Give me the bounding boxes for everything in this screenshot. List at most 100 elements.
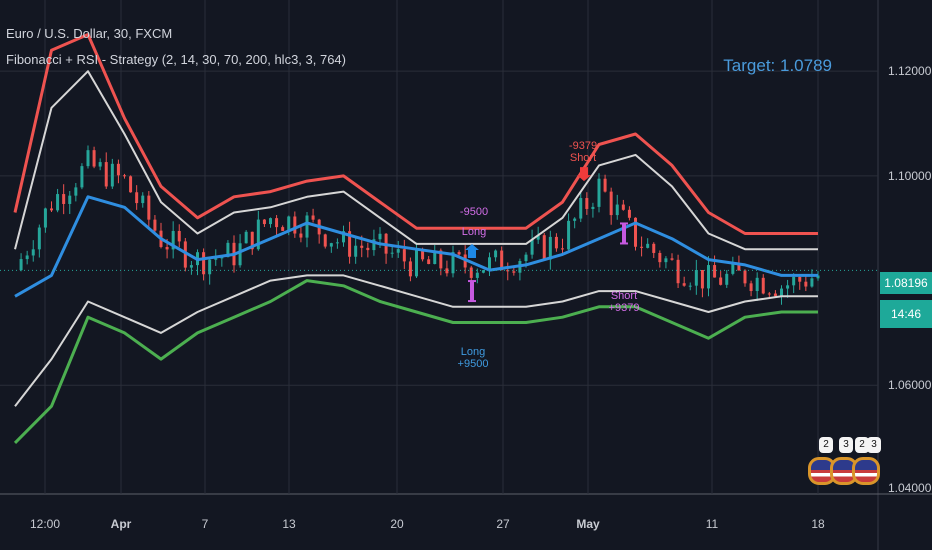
- candle-body: [183, 241, 187, 268]
- candle-body: [275, 218, 279, 228]
- time-tick-label: 13: [282, 517, 296, 531]
- candle-body: [262, 219, 266, 225]
- candle-body: [208, 259, 212, 275]
- exit-marker-icon: [470, 281, 474, 302]
- price-tick-label: 1.04000: [888, 481, 932, 495]
- time-tick-label: 11: [705, 517, 719, 531]
- upper-band-line: [13, 33, 818, 235]
- long-exit-label: Long: [460, 346, 486, 358]
- candle-body: [269, 218, 272, 225]
- candle-body: [591, 206, 595, 209]
- current-price-badge: 1.08196: [880, 272, 932, 294]
- symbol-title[interactable]: Euro / U.S. Dollar, 30, FXCM: [6, 26, 173, 41]
- candle-body: [147, 195, 151, 220]
- candle-body: [713, 265, 717, 278]
- candle-body: [402, 249, 406, 262]
- strategy-legend[interactable]: Fibonacci + RSI - Strategy (2, 14, 30, 7…: [6, 52, 346, 67]
- candle-body: [621, 204, 625, 210]
- candle-body: [494, 250, 498, 258]
- candle-body: [670, 258, 674, 260]
- candle-body: [293, 216, 297, 234]
- time-tick-label: 7: [201, 517, 209, 531]
- candle-body: [135, 192, 139, 204]
- candle-body: [250, 231, 254, 250]
- candle-body: [506, 270, 510, 272]
- candle-body: [567, 220, 571, 250]
- event-count-chip[interactable]: 2: [855, 437, 869, 453]
- exit-marker-icon: [622, 223, 626, 244]
- candle-body: [19, 259, 23, 271]
- candle-body: [585, 198, 589, 209]
- candle-body: [104, 162, 108, 187]
- candle-body: [165, 246, 169, 250]
- time-tick-label: 12:00: [29, 517, 61, 531]
- candle-body: [542, 235, 546, 260]
- candle-body: [110, 163, 114, 187]
- candle-body: [31, 249, 35, 256]
- news-events-group[interactable]: 2 3 2 3: [808, 437, 881, 493]
- candle-body: [129, 176, 133, 193]
- upper-inner-band-line: [14, 70, 818, 251]
- candle-body: [123, 175, 126, 177]
- candle-body: [475, 272, 479, 278]
- candle-body: [627, 209, 631, 218]
- candle-body: [415, 249, 418, 277]
- long-entry-value: -9500: [459, 206, 489, 218]
- candle-body: [25, 255, 29, 260]
- candle-body: [74, 187, 78, 196]
- candle-body: [749, 283, 753, 292]
- candle-body: [238, 243, 242, 266]
- event-count-chip[interactable]: 2: [819, 437, 833, 453]
- candle-body: [311, 215, 315, 220]
- time-tick-label: May: [576, 517, 600, 531]
- candle-body: [396, 249, 400, 253]
- candle-body: [433, 250, 437, 265]
- event-count-chip[interactable]: 3: [867, 437, 881, 453]
- candle-body: [652, 243, 656, 253]
- candle-body: [220, 257, 224, 259]
- candle-body: [816, 275, 820, 279]
- candle-body: [615, 204, 619, 216]
- candle-body: [177, 230, 181, 242]
- long-exit-value: +9500: [457, 358, 489, 370]
- candle-body: [451, 252, 455, 274]
- time-tick-label: 20: [390, 517, 404, 531]
- candle-body: [731, 262, 735, 274]
- candle-body: [500, 250, 504, 271]
- target-label: Target: 1.0789: [723, 56, 832, 75]
- candle-body: [488, 257, 491, 271]
- long-entry-label: Long: [461, 226, 487, 238]
- candle-body: [810, 278, 814, 287]
- candle-body: [153, 219, 157, 231]
- candle-body: [554, 236, 558, 249]
- candle-body: [457, 252, 461, 255]
- price-tick-label: 1.06000: [888, 378, 932, 393]
- short-entry-value: -9379: [568, 140, 598, 152]
- time-tick-label: 18: [811, 517, 825, 531]
- candle-body: [390, 252, 394, 254]
- candle-body: [360, 245, 364, 248]
- candle-body: [287, 216, 291, 231]
- candle-body: [372, 239, 376, 251]
- candle-body: [469, 267, 473, 278]
- us-flag-icon[interactable]: [852, 457, 880, 485]
- candle-body: [481, 270, 485, 273]
- candle-body: [755, 277, 759, 292]
- candle-body: [50, 208, 53, 211]
- price-tick-label: 1.10000: [888, 168, 932, 183]
- candle-body: [348, 231, 352, 257]
- candle-body: [427, 259, 431, 265]
- short-entry-annotation: -9379 Short: [569, 140, 597, 164]
- candle-body: [86, 150, 90, 167]
- candle-body: [244, 231, 248, 244]
- candle-body: [512, 271, 516, 273]
- event-count-chip[interactable]: 3: [839, 437, 853, 453]
- candle-body: [548, 236, 552, 260]
- short-entry-arrow-icon: [577, 167, 591, 182]
- lower-inner-band-line: [14, 274, 818, 407]
- candle-body: [80, 166, 84, 188]
- candle-body: [37, 227, 41, 250]
- candle-body: [62, 194, 66, 204]
